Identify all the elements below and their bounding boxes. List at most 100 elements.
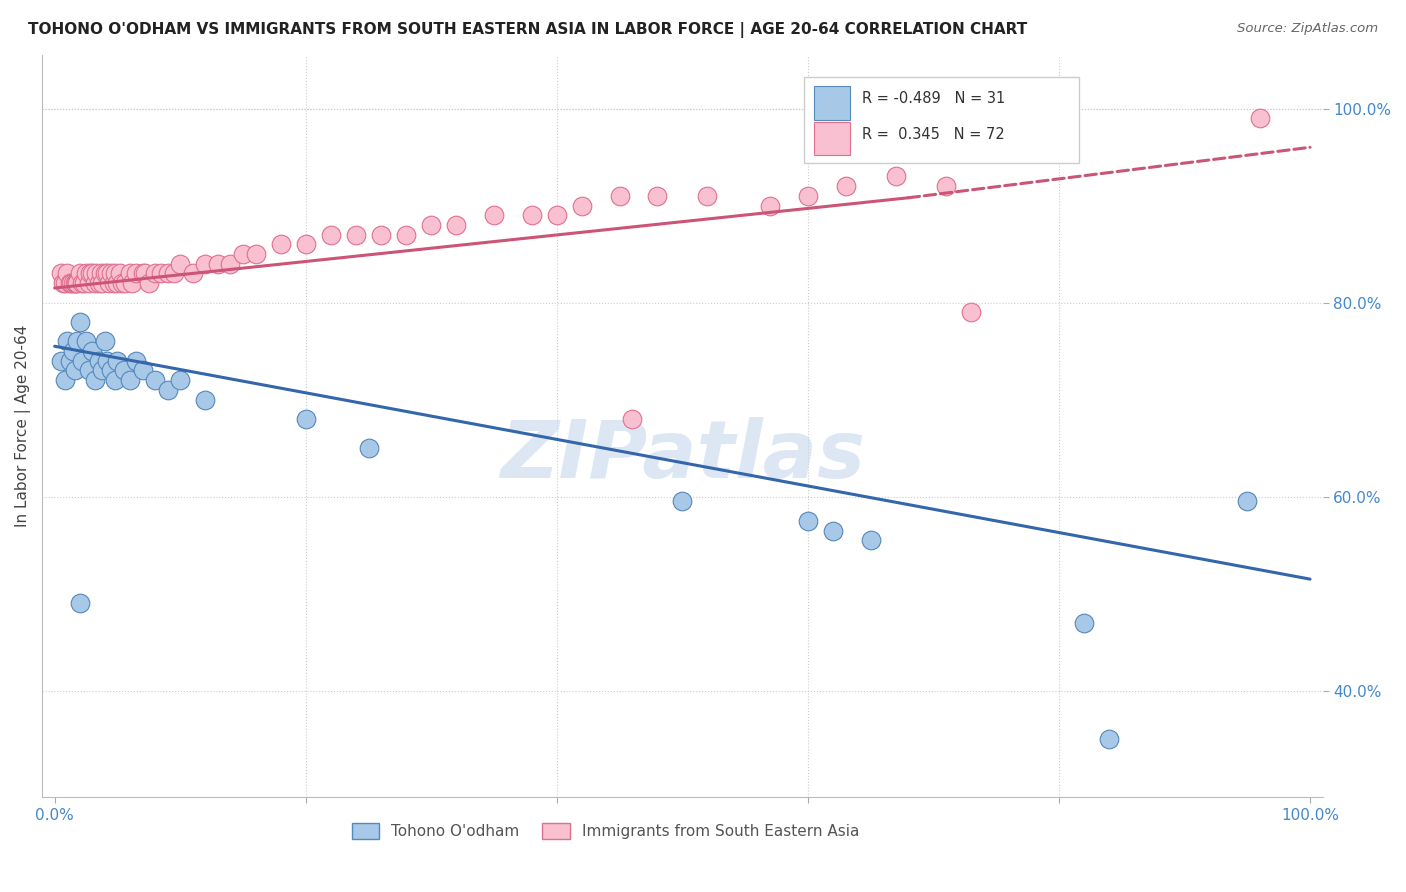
Point xyxy=(609,189,631,203)
Point xyxy=(112,363,135,377)
Point xyxy=(194,257,217,271)
Point xyxy=(797,514,820,528)
Point xyxy=(125,353,148,368)
Y-axis label: In Labor Force | Age 20-64: In Labor Force | Age 20-64 xyxy=(15,325,31,527)
Point xyxy=(163,267,186,281)
Point xyxy=(91,363,114,377)
Point xyxy=(859,533,882,548)
Point xyxy=(72,276,94,290)
Point xyxy=(207,257,229,271)
Point xyxy=(125,267,148,281)
Legend: Tohono O'odham, Immigrants from South Eastern Asia: Tohono O'odham, Immigrants from South Ea… xyxy=(346,817,866,846)
Point xyxy=(294,412,316,426)
Point xyxy=(56,267,79,281)
Point xyxy=(94,334,117,349)
Point xyxy=(66,334,89,349)
Point xyxy=(87,353,110,368)
Point xyxy=(150,267,173,281)
Point xyxy=(111,276,134,290)
Point xyxy=(696,189,718,203)
Point xyxy=(62,344,84,359)
Point xyxy=(104,267,127,281)
Point xyxy=(49,353,72,368)
Point xyxy=(52,276,75,290)
Point xyxy=(118,373,141,387)
Point xyxy=(69,315,91,329)
FancyBboxPatch shape xyxy=(814,87,851,120)
Point xyxy=(1249,112,1271,126)
Point xyxy=(103,276,125,290)
Point xyxy=(69,267,91,281)
Point xyxy=(107,276,129,290)
Point xyxy=(91,276,114,290)
FancyBboxPatch shape xyxy=(804,78,1080,162)
Point xyxy=(107,353,129,368)
Point xyxy=(72,353,94,368)
Point xyxy=(87,276,110,290)
Point xyxy=(56,334,79,349)
Text: ZIPatlas: ZIPatlas xyxy=(501,417,865,495)
Point xyxy=(344,227,367,242)
Point xyxy=(104,373,127,387)
Point xyxy=(960,305,983,319)
Point xyxy=(194,392,217,407)
Point xyxy=(84,267,107,281)
Point xyxy=(53,373,76,387)
Point xyxy=(219,257,242,271)
Point xyxy=(834,179,856,194)
Point xyxy=(621,412,644,426)
Point xyxy=(270,237,292,252)
Point xyxy=(77,276,100,290)
Point xyxy=(59,353,82,368)
Point xyxy=(59,276,82,290)
Point xyxy=(82,344,104,359)
Point xyxy=(96,353,118,368)
Point xyxy=(169,257,191,271)
Point xyxy=(671,494,693,508)
Point xyxy=(75,267,97,281)
Point xyxy=(1236,494,1258,508)
Text: Source: ZipAtlas.com: Source: ZipAtlas.com xyxy=(1237,22,1378,36)
Point xyxy=(134,267,156,281)
Point xyxy=(83,276,105,290)
Point xyxy=(118,267,141,281)
Point xyxy=(62,276,84,290)
Point xyxy=(96,267,118,281)
Text: R =  0.345   N = 72: R = 0.345 N = 72 xyxy=(862,128,1004,142)
Point xyxy=(79,267,101,281)
Text: TOHONO O'ODHAM VS IMMIGRANTS FROM SOUTH EASTERN ASIA IN LABOR FORCE | AGE 20-64 : TOHONO O'ODHAM VS IMMIGRANTS FROM SOUTH … xyxy=(28,22,1028,38)
Point xyxy=(370,227,392,242)
Point xyxy=(245,247,267,261)
Point xyxy=(156,267,179,281)
Point xyxy=(546,208,568,222)
Point xyxy=(759,198,782,212)
Point xyxy=(77,363,100,377)
Point xyxy=(63,363,86,377)
FancyBboxPatch shape xyxy=(814,122,851,155)
Point xyxy=(319,227,342,242)
Text: R = -0.489   N = 31: R = -0.489 N = 31 xyxy=(862,91,1005,106)
Point xyxy=(821,524,844,538)
Point xyxy=(420,218,443,232)
Point xyxy=(935,179,957,194)
Point xyxy=(797,189,820,203)
Point xyxy=(482,208,505,222)
Point xyxy=(143,373,166,387)
Point xyxy=(49,267,72,281)
Point xyxy=(1073,615,1095,630)
Point xyxy=(181,267,204,281)
Point xyxy=(100,267,122,281)
Point xyxy=(232,247,254,261)
Point xyxy=(97,276,120,290)
Point xyxy=(94,267,117,281)
Point xyxy=(571,198,593,212)
Point xyxy=(59,276,82,290)
Point xyxy=(69,596,91,610)
Point xyxy=(131,267,153,281)
Point xyxy=(66,276,89,290)
Point xyxy=(53,276,76,290)
Point xyxy=(63,276,86,290)
Point xyxy=(143,267,166,281)
Point xyxy=(75,334,97,349)
Point xyxy=(65,276,87,290)
